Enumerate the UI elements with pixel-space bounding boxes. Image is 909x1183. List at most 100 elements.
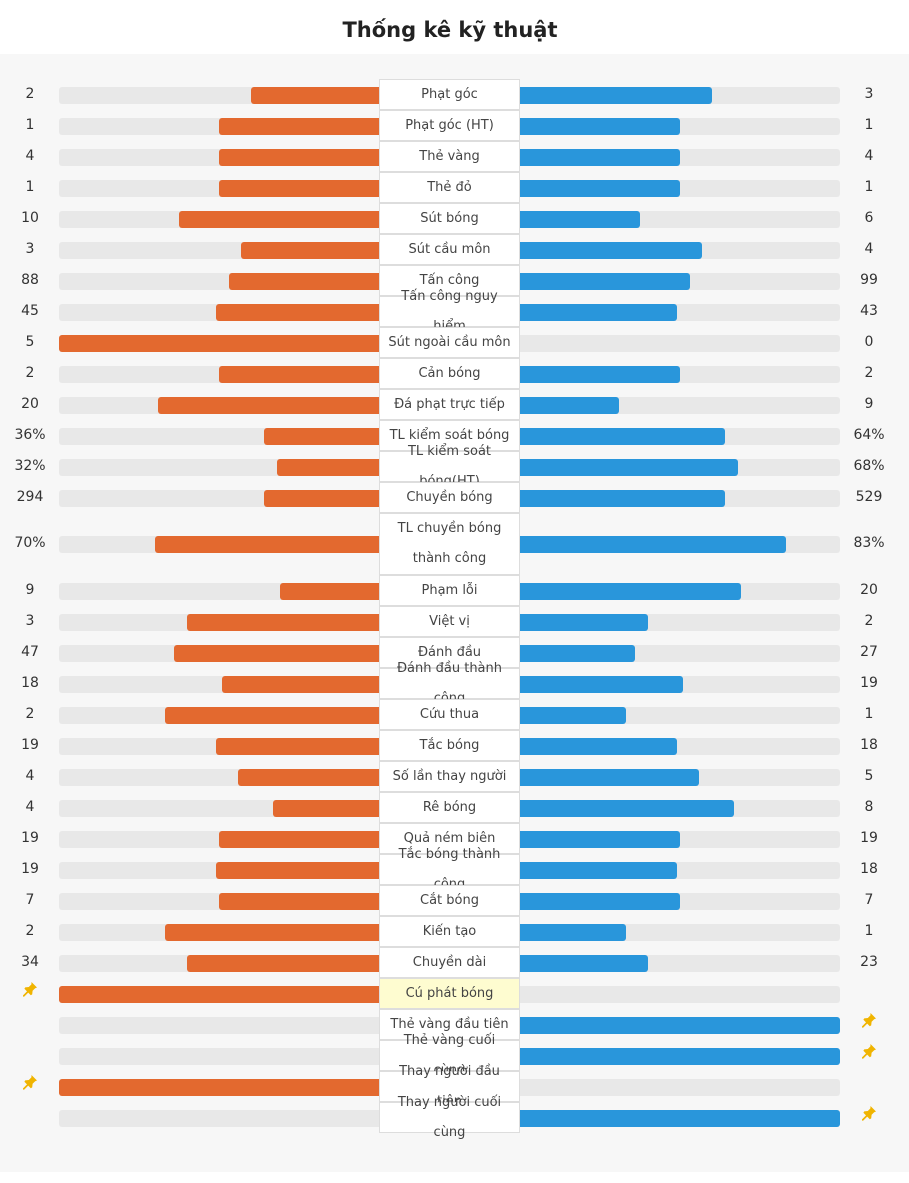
home-bar-fill bbox=[219, 117, 379, 135]
home-bar-fill bbox=[251, 86, 379, 104]
away-value: 2 bbox=[864, 612, 874, 629]
stat-label: Phạt góc bbox=[379, 79, 520, 110]
away-value: 2 bbox=[864, 364, 874, 381]
away-bar-track bbox=[520, 334, 840, 352]
away-value: 99 bbox=[860, 271, 878, 288]
home-bar-fill bbox=[238, 768, 379, 786]
away-bar-track bbox=[520, 86, 840, 104]
home-value: 32% bbox=[14, 457, 46, 474]
away-value: 68% bbox=[853, 457, 885, 474]
away-value: 27 bbox=[860, 643, 878, 660]
stat-label: Cứu thua bbox=[379, 699, 520, 730]
home-bar-fill bbox=[59, 1078, 379, 1096]
away-value: 8 bbox=[864, 798, 874, 815]
away-bar-track bbox=[520, 241, 840, 259]
home-bar-track bbox=[59, 303, 379, 321]
away-value: 23 bbox=[860, 953, 878, 970]
home-bar-track bbox=[59, 427, 379, 445]
away-value: 4 bbox=[864, 240, 874, 257]
stat-label: Sút bóng bbox=[379, 203, 520, 234]
home-bar-track bbox=[59, 1078, 379, 1096]
home-value: 2 bbox=[25, 705, 35, 722]
home-bar-fill bbox=[264, 427, 379, 445]
home-bar-fill bbox=[273, 799, 379, 817]
home-bar-track bbox=[59, 272, 379, 290]
home-value: 7 bbox=[25, 891, 35, 908]
home-value: 2 bbox=[25, 85, 35, 102]
stat-label: Tắc bóng bbox=[379, 730, 520, 761]
home-bar-track bbox=[59, 365, 379, 383]
stat-label: Sút ngoài cầu môn bbox=[379, 327, 520, 358]
home-bar-fill bbox=[165, 923, 379, 941]
away-bar-fill bbox=[520, 396, 619, 414]
away-bar-fill bbox=[520, 830, 680, 848]
away-bar-track bbox=[520, 737, 840, 755]
away-bar-fill bbox=[520, 303, 677, 321]
home-bar-fill bbox=[187, 613, 379, 631]
pin-icon bbox=[861, 1105, 877, 1121]
stat-label: Phạm lỗi bbox=[379, 575, 520, 606]
home-value: 4 bbox=[25, 798, 35, 815]
away-value: 1 bbox=[864, 178, 874, 195]
stat-label: Tấn công bbox=[379, 265, 520, 296]
away-bar-track bbox=[520, 148, 840, 166]
away-bar-track bbox=[520, 1109, 840, 1127]
stat-label: Thay người cuối cùng bbox=[379, 1095, 520, 1140]
stat-label: TL kiểm soát bóng bbox=[379, 420, 520, 451]
home-bar-track bbox=[59, 737, 379, 755]
away-bar-track bbox=[520, 1078, 840, 1096]
home-bar-fill bbox=[216, 861, 379, 879]
home-value: 36% bbox=[14, 426, 46, 443]
away-value: 19 bbox=[860, 674, 878, 691]
away-bar-track bbox=[520, 179, 840, 197]
home-bar-fill bbox=[264, 489, 379, 507]
home-value: 4 bbox=[25, 767, 35, 784]
away-bar-fill bbox=[520, 117, 680, 135]
home-bar-fill bbox=[155, 536, 379, 553]
away-value: 20 bbox=[860, 581, 878, 598]
home-bar-fill bbox=[219, 148, 379, 166]
away-bar-fill bbox=[520, 861, 677, 879]
home-bar-fill bbox=[219, 892, 379, 910]
away-bar-track bbox=[520, 272, 840, 290]
away-bar-track bbox=[520, 458, 840, 476]
home-bar-track bbox=[59, 117, 379, 135]
home-bar-track bbox=[59, 210, 379, 228]
away-bar-fill bbox=[520, 1016, 840, 1034]
stat-label: Kiến tạo bbox=[379, 916, 520, 947]
away-bar-track bbox=[520, 923, 840, 941]
home-value: 19 bbox=[21, 860, 39, 877]
home-bar-fill bbox=[219, 179, 379, 197]
home-bar-track bbox=[59, 1109, 379, 1127]
home-bar-track bbox=[59, 536, 379, 553]
away-bar-track bbox=[520, 861, 840, 879]
stat-label: Thẻ vàng bbox=[379, 141, 520, 172]
stat-label: Rê bóng bbox=[379, 792, 520, 823]
home-value: 19 bbox=[21, 736, 39, 753]
home-value: 3 bbox=[25, 612, 35, 629]
home-bar-fill bbox=[174, 644, 379, 662]
away-bar-track bbox=[520, 489, 840, 507]
home-bar-track bbox=[59, 861, 379, 879]
home-value: 34 bbox=[21, 953, 39, 970]
away-value: 6 bbox=[864, 209, 874, 226]
away-bar-fill bbox=[520, 179, 680, 197]
home-bar-track bbox=[59, 675, 379, 693]
away-bar-fill bbox=[520, 706, 626, 724]
away-value: 4 bbox=[864, 147, 874, 164]
home-bar-track bbox=[59, 830, 379, 848]
stat-label: Thẻ vàng đầu tiên bbox=[379, 1009, 520, 1040]
home-bar-track bbox=[59, 396, 379, 414]
home-bar-track bbox=[59, 613, 379, 631]
stat-label: TL kiểm soát bóng(HT) bbox=[379, 444, 520, 489]
stat-label: Tấn công nguy hiểm bbox=[379, 289, 520, 334]
stat-label: Thay người đầu tiên bbox=[379, 1064, 520, 1109]
home-value: 4 bbox=[25, 147, 35, 164]
home-bar-fill bbox=[216, 303, 379, 321]
stat-label: Phạt góc (HT) bbox=[379, 110, 520, 141]
stat-label: TL chuyền bóng thành công bbox=[379, 513, 520, 575]
stat-label: Thẻ đỏ bbox=[379, 172, 520, 203]
stat-label: Cản bóng bbox=[379, 358, 520, 389]
away-value: 3 bbox=[864, 85, 874, 102]
home-bar-fill bbox=[179, 210, 379, 228]
